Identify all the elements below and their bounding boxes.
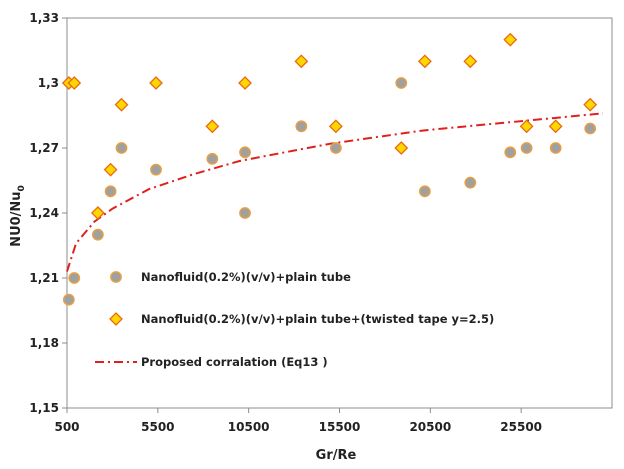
x-tick-label: 500: [54, 420, 79, 434]
twisted-tape-point: [114, 97, 129, 112]
plain-tube-point: [549, 142, 562, 154]
legend-label: Nanofluid(0.2%)(v/v)+plain tube: [141, 270, 351, 284]
twisted-tape-point: [548, 119, 563, 134]
plain-tube-point: [104, 185, 117, 198]
twisted-tape-point: [394, 141, 409, 155]
twisted-tape-point: [90, 206, 105, 220]
plain-tube-point: [395, 77, 408, 89]
plain-tube-point: [68, 272, 81, 284]
x-tick-label: 20500: [409, 420, 451, 434]
plain-tube-point: [239, 207, 251, 219]
plain-tube-point: [504, 146, 517, 159]
plain-tube-point: [418, 185, 431, 198]
plain-tube-point: [520, 142, 533, 154]
plain-tube-point: [329, 142, 342, 154]
twisted-tape-point: [294, 54, 309, 69]
plain-tube-point: [239, 146, 251, 159]
x-tick-label: 5500: [141, 420, 174, 434]
plain-tube-point: [295, 120, 308, 133]
twisted-tape-point: [503, 32, 518, 47]
plain-tube-point: [62, 293, 75, 306]
twisted-tape-point: [238, 76, 252, 90]
twisted-tape-point: [417, 54, 432, 69]
data-points-layer: [61, 32, 598, 306]
y-tick-label: 1,24: [29, 206, 59, 220]
y-tick-label: 1,21: [29, 271, 59, 285]
legend: Nanofluid(0.2%)(v/v)+plain tube Nanofluid…: [95, 270, 494, 369]
twisted-tape-point: [149, 76, 163, 90]
plain-tube-point: [206, 152, 219, 165]
plain-tube-point: [584, 122, 597, 135]
x-axis-label: Gr/Re: [316, 448, 357, 463]
y-axis-label-main: NU0/Nu: [9, 191, 24, 246]
legend-label: Proposed corralation (Eq13 ): [141, 355, 328, 369]
twisted-tape-point: [519, 119, 534, 134]
twisted-tape-point: [205, 119, 220, 134]
twisted-tape-point: [463, 54, 478, 69]
y-axis: 1,15 1,18 1,21 1,24 1,27 1,3 1,33: [29, 11, 67, 415]
x-tick-label: 25500: [500, 420, 542, 434]
y-tick-label: 1,3: [38, 76, 59, 90]
plain-tube-point: [150, 163, 162, 176]
x-tick-label: 10500: [228, 420, 270, 434]
twisted-tape-point: [67, 76, 82, 90]
x-tick-label: 15500: [319, 420, 361, 434]
y-tick-label: 1,33: [29, 11, 59, 25]
legend-label: Nanofluid(0.2%)(v/v)+plain tube+(twisted…: [141, 312, 494, 326]
twisted-tape-point: [583, 97, 598, 112]
twisted-tape-point: [103, 162, 118, 177]
plain-tube-point: [91, 228, 104, 241]
y-axis-label: NU0/Nu0: [9, 185, 27, 247]
plain-tube-point: [464, 176, 477, 189]
x-axis: 500 5500 10500 15500 20500 25500: [54, 408, 542, 434]
y-tick-label: 1,18: [29, 336, 59, 350]
y-axis-label-subscript: 0: [17, 185, 27, 191]
legend-marker-diamond: [109, 312, 123, 326]
twisted-tape-point: [328, 119, 343, 134]
legend-marker-circle: [110, 271, 122, 283]
plain-tube-point: [115, 142, 128, 154]
y-tick-label: 1,27: [29, 141, 59, 155]
y-tick-label: 1,15: [29, 401, 59, 415]
